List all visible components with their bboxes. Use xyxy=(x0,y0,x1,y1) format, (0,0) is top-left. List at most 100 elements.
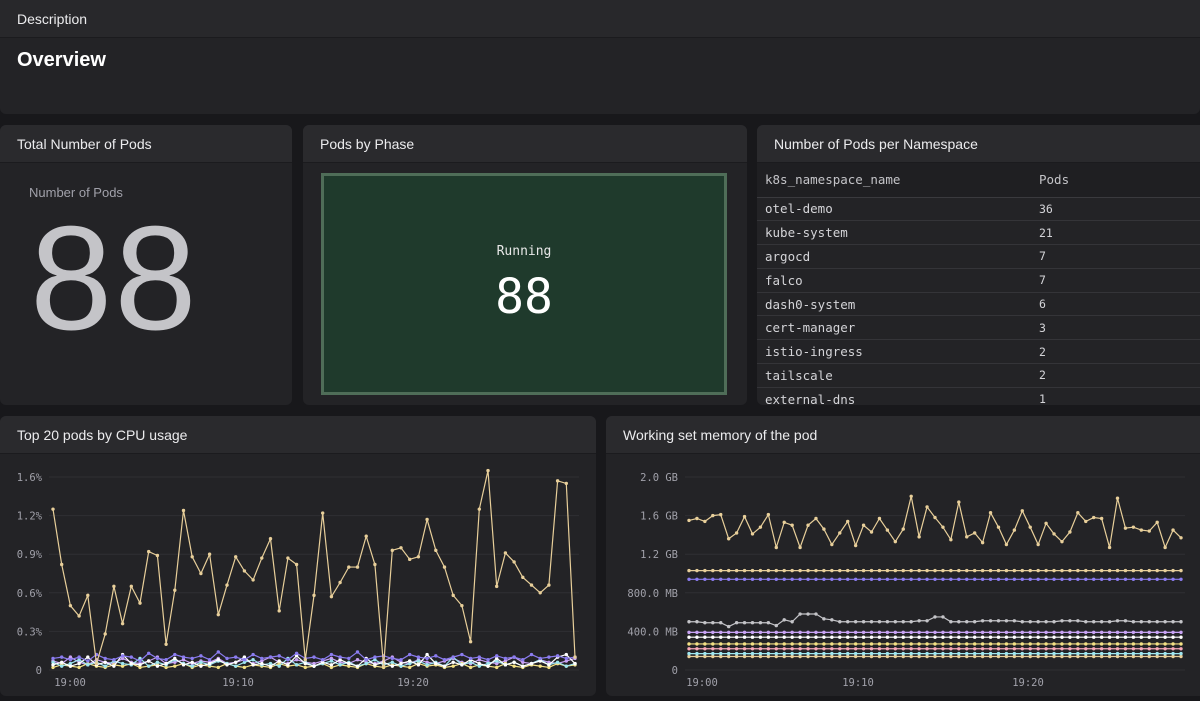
table-row[interactable]: otel-demo 36 xyxy=(757,197,1200,222)
data-point xyxy=(1084,620,1088,624)
data-point xyxy=(806,654,810,659)
table-row[interactable]: dash0-system 6 xyxy=(757,292,1200,317)
data-point xyxy=(901,651,905,656)
data-point xyxy=(925,630,929,635)
y-tick-label: 400.0 MB xyxy=(627,626,678,638)
data-point xyxy=(703,577,707,581)
data-point xyxy=(486,468,490,473)
data-point xyxy=(687,635,691,639)
data-point xyxy=(917,577,921,581)
data-point xyxy=(103,664,107,668)
data-point xyxy=(814,651,818,656)
data-point xyxy=(416,655,421,659)
data-point xyxy=(1115,654,1120,659)
data-point xyxy=(877,620,882,624)
data-point xyxy=(1044,577,1048,581)
memory-usage-chart[interactable]: 0 400.0 MB 800.0 MB 1.2 GB 1.6 GB 2.0 GB 19:00… xyxy=(606,454,1200,696)
data-point xyxy=(1020,642,1024,646)
table-row[interactable]: istio-ingress 2 xyxy=(757,339,1200,365)
data-point xyxy=(695,635,699,639)
data-point xyxy=(838,620,842,624)
data-point xyxy=(909,642,913,646)
data-point xyxy=(347,661,351,666)
data-point xyxy=(1131,642,1136,646)
data-point xyxy=(399,546,403,550)
table-row[interactable]: kube-system 21 xyxy=(757,220,1200,246)
data-point xyxy=(695,577,699,581)
table-row[interactable]: tailscale 2 xyxy=(757,363,1200,388)
data-point xyxy=(1068,654,1072,659)
data-point xyxy=(798,630,802,635)
data-point xyxy=(806,612,810,616)
data-point xyxy=(164,665,168,670)
data-point xyxy=(68,658,73,662)
data-point xyxy=(814,654,818,659)
data-point xyxy=(181,663,186,667)
column-header-pods[interactable]: Pods xyxy=(1039,163,1200,198)
data-point xyxy=(286,663,290,667)
cpu-usage-chart[interactable]: 0 0.3% 0.6% 0.9% 1.2% 1.6% 19:00 19:10 19:20 xyxy=(0,454,596,696)
data-point xyxy=(373,655,377,659)
data-point xyxy=(742,651,747,656)
data-point xyxy=(294,654,299,658)
data-point xyxy=(838,577,842,581)
data-point xyxy=(303,665,307,670)
data-point xyxy=(1123,647,1128,651)
data-point xyxy=(957,647,961,651)
table-row[interactable]: cert-manager 3 xyxy=(757,315,1200,341)
data-point xyxy=(996,577,1001,581)
column-header-namespace[interactable]: k8s_namespace_name xyxy=(757,163,1039,198)
data-point xyxy=(949,642,953,646)
data-point xyxy=(234,660,238,664)
data-point xyxy=(1163,635,1167,639)
data-point xyxy=(687,518,691,523)
data-point xyxy=(806,651,810,656)
data-point xyxy=(207,552,212,556)
cpu-usage-panel: Top 20 pods by CPU usage 0 0.3% 0.6% 0.9% 1.… xyxy=(0,416,596,696)
data-point xyxy=(814,642,818,646)
data-point xyxy=(399,661,403,666)
data-point xyxy=(774,642,778,646)
data-point xyxy=(766,512,771,517)
data-point xyxy=(1147,568,1151,573)
data-point xyxy=(917,535,921,539)
namespace-cell: cert-manager xyxy=(757,315,1039,341)
total-pods-header: Total Number of Pods xyxy=(0,125,292,163)
data-point xyxy=(1052,532,1056,536)
data-point xyxy=(260,659,264,663)
data-point xyxy=(988,642,993,646)
table-row[interactable]: argocd 7 xyxy=(757,244,1200,269)
data-point xyxy=(234,555,238,559)
data-point xyxy=(1163,545,1167,550)
data-point xyxy=(503,551,508,555)
data-point xyxy=(885,654,890,659)
data-point xyxy=(996,635,1001,639)
data-point xyxy=(381,664,386,668)
data-point xyxy=(687,651,691,656)
data-point xyxy=(390,660,394,664)
data-point xyxy=(1139,568,1144,573)
table-row[interactable]: falco 7 xyxy=(757,268,1200,293)
pods-by-phase-panel: Pods by Phase Running 88 xyxy=(303,125,747,405)
table-row[interactable]: external-dns 1 xyxy=(757,387,1200,405)
data-point xyxy=(390,548,394,553)
data-point xyxy=(1139,635,1144,639)
data-point xyxy=(164,661,168,666)
data-point xyxy=(1036,651,1040,656)
data-point xyxy=(268,537,273,541)
data-point xyxy=(972,647,977,651)
data-point xyxy=(957,500,961,504)
data-point xyxy=(129,655,133,659)
data-point xyxy=(750,532,755,536)
data-point xyxy=(138,665,142,670)
data-point xyxy=(734,654,739,659)
data-point xyxy=(1052,642,1056,646)
data-point xyxy=(442,565,447,569)
data-point xyxy=(972,635,977,639)
data-point xyxy=(901,647,905,651)
data-point xyxy=(838,568,842,573)
data-point xyxy=(711,654,715,659)
data-point xyxy=(547,583,551,587)
data-point xyxy=(861,630,866,635)
data-point xyxy=(750,647,755,651)
